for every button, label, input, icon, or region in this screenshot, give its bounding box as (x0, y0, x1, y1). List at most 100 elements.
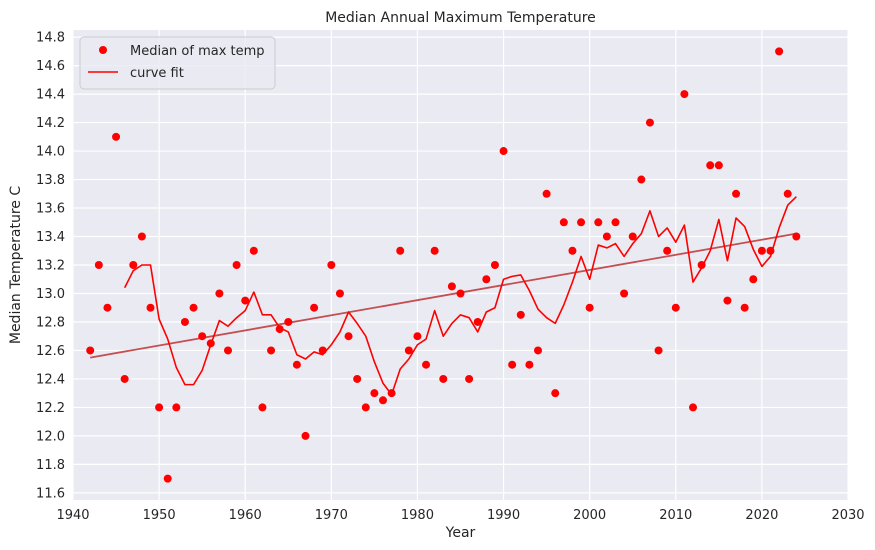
data-point (568, 246, 577, 255)
data-point (499, 147, 508, 156)
data-point (215, 289, 224, 298)
data-point (335, 289, 344, 298)
data-point (465, 374, 474, 383)
data-point (551, 389, 560, 398)
data-point (447, 282, 456, 291)
data-point (206, 339, 215, 348)
legend-label-points: Median of max temp (130, 44, 265, 59)
x-tick-label: 2020 (745, 508, 778, 523)
data-point (396, 246, 405, 255)
data-point (379, 396, 387, 405)
data-point (456, 289, 465, 298)
y-tick-label: 14.8 (36, 31, 65, 46)
data-point (353, 374, 362, 383)
y-axis-label: Median Temperature C (8, 186, 24, 345)
x-tick-label: 1950 (143, 508, 176, 523)
y-tick-label: 14.0 (36, 145, 65, 160)
data-point (232, 261, 241, 269)
data-point (129, 261, 138, 269)
x-tick-label: 1990 (487, 508, 520, 523)
legend-marker-points (99, 46, 107, 54)
data-point (534, 346, 542, 355)
y-tick-label: 11.6 (36, 486, 65, 501)
data-point (775, 47, 784, 56)
legend: Median of max temp curve fit (79, 36, 276, 90)
x-tick-label: 2000 (573, 508, 606, 523)
data-point (482, 275, 491, 284)
data-point (430, 246, 439, 255)
data-point (198, 332, 207, 341)
data-point (706, 161, 715, 170)
data-point (241, 296, 250, 305)
data-point (258, 403, 267, 412)
trend-line (90, 232, 797, 359)
y-tick-labels: 11.6 11.8 12.0 12.2 12.4 12.6 12.8 13.0 13.2 13.4… (36, 31, 65, 502)
data-point (525, 360, 534, 369)
data-point (120, 374, 129, 383)
data-point (585, 303, 594, 312)
data-point (740, 303, 749, 312)
data-point (757, 246, 766, 255)
grid (72, 30, 849, 500)
y-tick-label: 12.2 (36, 401, 65, 416)
data-point (490, 261, 499, 269)
data-point (680, 90, 689, 99)
data-point (155, 403, 164, 412)
data-point (645, 118, 654, 127)
data-point (146, 303, 155, 312)
data-point (620, 289, 629, 298)
y-tick-label: 13.6 (36, 202, 65, 217)
data-point (103, 303, 112, 312)
data-point (318, 346, 327, 355)
data-point (611, 218, 620, 227)
y-tick-label: 14.2 (36, 116, 65, 131)
data-point (637, 175, 646, 184)
data-point (284, 317, 293, 326)
data-point (654, 346, 663, 355)
data-point (602, 232, 611, 241)
data-point (749, 275, 758, 284)
y-tick-label: 13.4 (36, 230, 65, 245)
data-point (249, 246, 258, 255)
data-point (783, 189, 792, 198)
data-point (387, 389, 396, 398)
y-tick-label: 13.8 (36, 173, 65, 188)
data-point (542, 189, 551, 198)
data-point (163, 474, 172, 483)
y-tick-label: 14.6 (36, 59, 65, 74)
data-point (439, 374, 448, 383)
data-point (671, 303, 680, 312)
data-point (792, 232, 801, 241)
data-point (180, 317, 189, 326)
data-point (594, 218, 603, 227)
data-point (224, 346, 232, 355)
data-point (189, 303, 198, 312)
data-point (404, 346, 413, 355)
legend-box (79, 36, 276, 90)
y-tick-label: 13.0 (36, 287, 65, 302)
data-point (310, 303, 319, 312)
y-tick-label: 11.8 (36, 458, 65, 473)
data-point (714, 161, 723, 170)
data-point (301, 431, 310, 440)
data-point (577, 218, 586, 227)
y-tick-label: 12.8 (36, 315, 65, 330)
curve-fit-series-line (123, 196, 797, 396)
data-point (267, 346, 276, 355)
x-tick-label: 1960 (229, 508, 262, 523)
data-point (516, 310, 525, 319)
data-point (413, 332, 422, 341)
scatter-points (86, 47, 801, 483)
data-point (473, 317, 482, 326)
data-point (94, 261, 103, 269)
x-tick-label: 1970 (315, 508, 348, 523)
data-point (112, 132, 121, 141)
x-tick-label: 2010 (659, 508, 692, 523)
x-tick-label: 2030 (831, 508, 864, 523)
curve-fit-line (123, 196, 797, 396)
y-tick-label: 12.0 (36, 429, 65, 444)
y-tick-label: 13.2 (36, 259, 65, 274)
chart-title: Median Annual Maximum Temperature (325, 10, 596, 26)
data-point (697, 261, 706, 269)
